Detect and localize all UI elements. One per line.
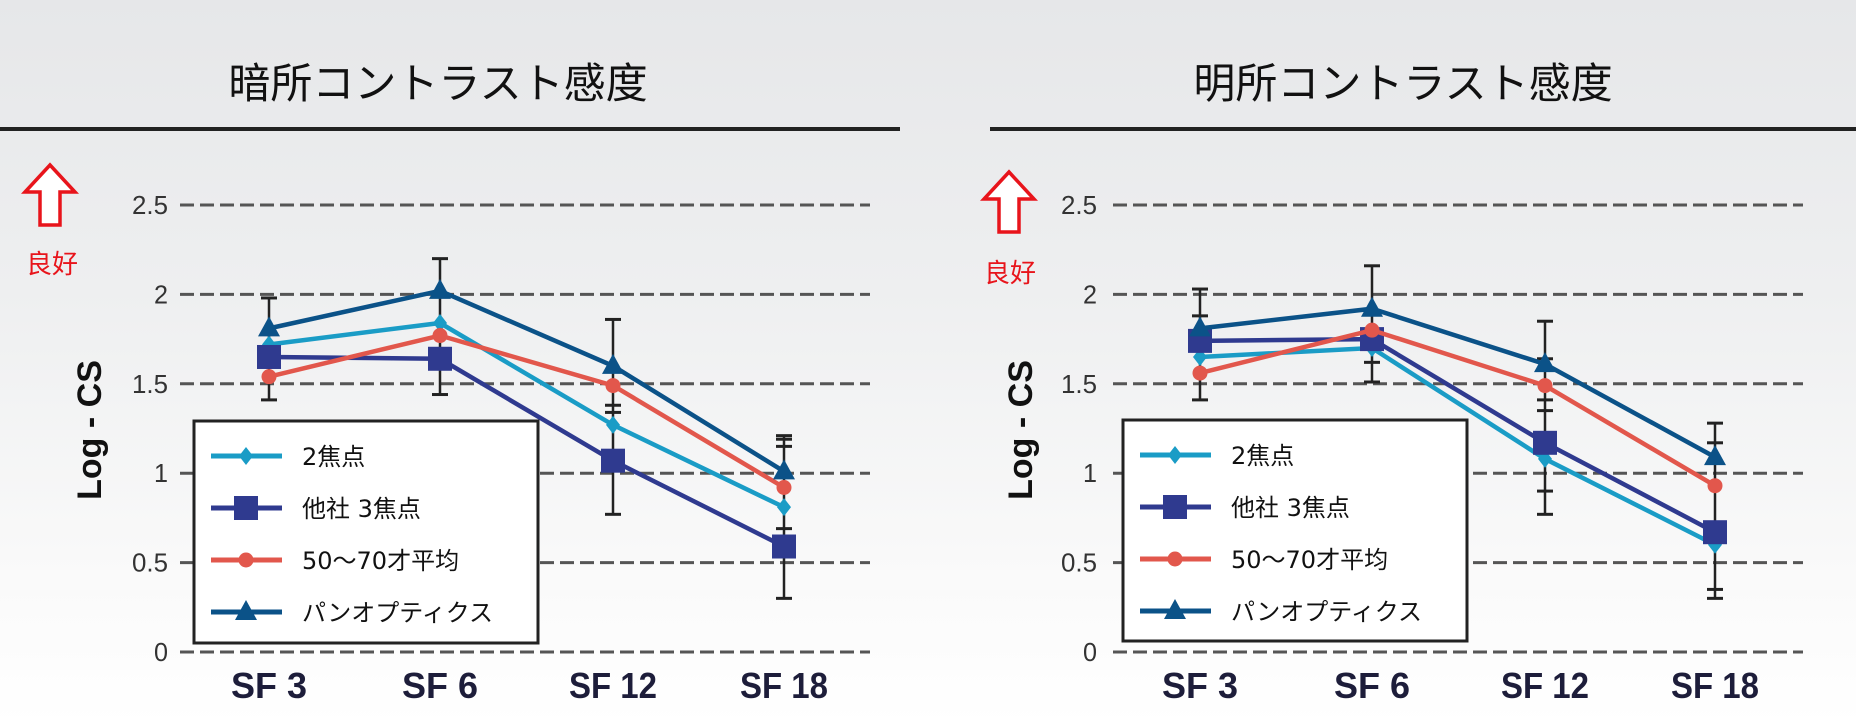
x-tick-label: SF 6 (402, 665, 478, 706)
legend-marker-square (234, 496, 258, 520)
y-tick-label: 2 (154, 279, 168, 309)
legend-marker-circle (1167, 551, 1183, 567)
data-point-square (601, 448, 625, 473)
right-chart-title: 明所コントラスト感度 (1193, 59, 1613, 108)
data-point-triangle (258, 316, 280, 337)
data-point-triangle (773, 459, 795, 480)
y-tick-label: 1 (1083, 458, 1097, 488)
x-tick-label: SF 18 (740, 665, 828, 706)
legend-marker-square (1163, 495, 1187, 519)
right-title-rule (990, 127, 1856, 131)
y-axis-label: Log - CS (1002, 360, 1040, 500)
data-point-triangle (1189, 316, 1211, 337)
y-tick-label: 0.5 (1061, 548, 1097, 578)
legend-marker-circle (238, 552, 254, 568)
legend-label: パンオプティクス (302, 599, 493, 627)
data-point-triangle (429, 278, 451, 299)
series-line-2 (268, 333, 786, 490)
legend-marker-triangle (1164, 599, 1186, 619)
y-tick-label: 2.5 (1061, 190, 1097, 220)
data-point-triangle (1534, 352, 1556, 373)
data-point-circle (1192, 365, 1208, 381)
x-tick-label: SF 6 (1334, 665, 1410, 706)
data-point-square (772, 534, 796, 559)
x-tick-label: SF 12 (1501, 665, 1589, 706)
left-chart-title: 暗所コントラスト感度 (228, 59, 648, 108)
legend-label: 50～70才平均 (302, 547, 459, 575)
legend-label: パンオプティクス (1231, 598, 1422, 626)
y-tick-label: 2 (1083, 279, 1097, 309)
data-point-circle (1537, 378, 1553, 394)
data-point-square (257, 344, 281, 369)
data-point-circle (1364, 322, 1380, 338)
y-tick-label: 1 (154, 458, 168, 488)
chart-1: Log - CS 0 0.5 1 1.5 2 2.5 SF 3 SF 6 SF 12 SF 18 2焦… (979, 169, 1803, 706)
data-point-circle (432, 328, 448, 344)
series-line-3 (268, 288, 786, 474)
data-point-circle (605, 378, 621, 394)
legend-marker-triangle (235, 600, 257, 620)
legend-label: 他社 3焦点 (302, 495, 421, 523)
series-line-3 (1199, 306, 1717, 460)
data-point-square (428, 346, 452, 371)
data-point-diamond (433, 314, 447, 333)
data-point-circle (776, 480, 792, 496)
data-point-triangle (602, 353, 624, 374)
data-point-triangle (1361, 296, 1383, 317)
chart-0: Log - CS 0 0.5 1 1.5 2 2.5 SF 3 SF 6 SF 12 SF 18 2焦… (20, 162, 870, 706)
data-point-circle (1707, 478, 1723, 494)
up-arrow-icon (979, 169, 1039, 234)
series-line-0 (268, 320, 785, 510)
series-line-2 (1199, 327, 1717, 488)
x-tick-label: SF 18 (1671, 665, 1759, 706)
x-tick-label: SF 3 (231, 665, 307, 706)
data-point-circle (261, 369, 277, 385)
data-point-square (1533, 430, 1557, 455)
legend-label: 50～70才平均 (1231, 546, 1388, 574)
legend-label: 他社 3焦点 (1231, 494, 1350, 522)
legend-marker-diamond (1168, 446, 1182, 464)
y-tick-label: 0 (154, 637, 168, 667)
left-title-rule (0, 127, 900, 131)
x-tick-label: SF 3 (1162, 665, 1238, 706)
left-good-label: 良好 (25, 250, 79, 280)
up-arrow-icon (20, 162, 80, 227)
data-point-triangle (1704, 445, 1726, 466)
y-tick-label: 1.5 (132, 369, 168, 399)
legend-marker-diamond (239, 447, 253, 465)
right-good-label: 良好 (983, 259, 1037, 289)
data-point-diamond (777, 498, 791, 517)
x-tick-label: SF 12 (569, 665, 657, 706)
series-line-1 (1199, 336, 1717, 535)
legend-label: 2焦点 (302, 443, 365, 471)
legend-label: 2焦点 (1231, 442, 1294, 470)
y-axis-label: Log - CS (71, 360, 109, 500)
data-point-diamond (606, 415, 620, 434)
data-point-square (1703, 520, 1727, 545)
y-tick-label: 0 (1083, 637, 1097, 667)
y-tick-label: 0.5 (132, 548, 168, 578)
y-tick-label: 1.5 (1061, 369, 1097, 399)
y-tick-label: 2.5 (132, 190, 168, 220)
